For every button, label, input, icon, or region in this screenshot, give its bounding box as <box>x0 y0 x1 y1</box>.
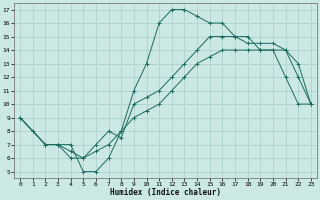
X-axis label: Humidex (Indice chaleur): Humidex (Indice chaleur) <box>110 188 221 197</box>
